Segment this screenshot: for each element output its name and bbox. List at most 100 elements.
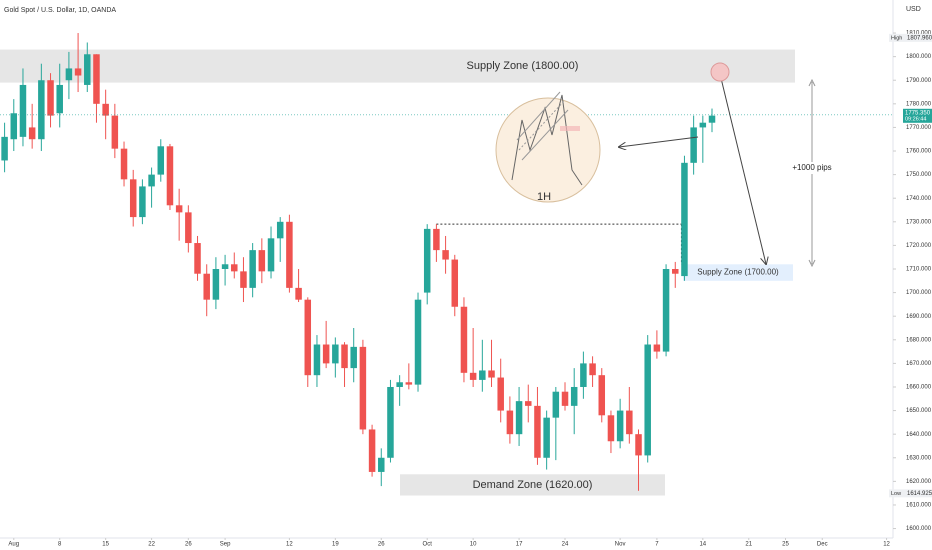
candle-body	[653, 344, 661, 352]
x-tick-label: 12	[286, 542, 293, 548]
inset-channel	[516, 91, 561, 141]
x-tick-label: Dec	[817, 542, 828, 548]
candle-body	[561, 391, 569, 406]
zone	[683, 264, 793, 281]
y-tick-label: 1790.000	[906, 78, 932, 84]
candle-body	[607, 415, 615, 442]
candle-body	[414, 299, 422, 385]
candle-body	[1, 136, 8, 161]
inset-path	[511, 94, 583, 186]
candle-body	[423, 228, 431, 293]
candle-body	[84, 54, 91, 85]
candle-body	[350, 346, 357, 369]
x-tick-label: 8	[58, 542, 62, 548]
last-price-tag	[903, 108, 932, 123]
x-tick-label: 25	[782, 542, 789, 548]
candle-body	[543, 417, 550, 458]
x-tick-label: 7	[655, 542, 659, 548]
y-tick-label: 1760.000	[906, 149, 932, 155]
y-tick-label: 1810.000	[906, 31, 932, 37]
inset-label: 1H	[537, 191, 551, 203]
candle-body	[56, 84, 63, 114]
x-tick-label: 26	[378, 542, 385, 548]
candle-body	[194, 243, 201, 274]
candle-body	[479, 370, 486, 380]
candle-body	[635, 434, 642, 456]
candle-body	[359, 346, 367, 430]
inset: 1H	[495, 91, 601, 203]
y-tick-label: 1670.000	[906, 361, 932, 367]
candle-body	[580, 363, 587, 387]
candle-body	[175, 205, 183, 213]
y-tick-label: 1780.000	[906, 101, 932, 107]
candle-body	[589, 363, 596, 376]
y-tick-label: 1600.000	[906, 526, 932, 532]
candle-body	[708, 115, 716, 123]
candle-body	[322, 344, 330, 364]
candle-body	[139, 186, 146, 218]
inset-channel	[518, 99, 566, 151]
x-tick-label: 22	[148, 542, 155, 548]
candle-body	[286, 221, 293, 288]
candle-body	[203, 273, 210, 300]
zone	[400, 474, 665, 496]
price-tag	[889, 33, 905, 42]
y-tick-label: 1610.000	[906, 503, 932, 509]
y-tick-label: 1720.000	[906, 243, 932, 249]
pips-arrow-heads	[808, 78, 816, 268]
candle-body	[240, 271, 247, 288]
candle-body	[28, 127, 36, 140]
candle-body	[672, 269, 679, 274]
candle-body	[185, 212, 192, 244]
candle-body	[304, 299, 312, 376]
y-tick-label: 1650.000	[906, 408, 932, 414]
target-circle	[710, 62, 730, 82]
pips-label-bg	[793, 162, 831, 174]
candle-body	[38, 80, 45, 140]
candle-body	[616, 410, 624, 442]
x-tick-label: 10	[470, 542, 477, 548]
countdown: 09:26:44	[905, 116, 926, 122]
candle-body	[19, 84, 27, 137]
plot: Supply Zone (1800.00) Demand Zone (1620.0…	[0, 33, 893, 496]
candle-body	[341, 344, 348, 369]
candle-body	[276, 221, 284, 239]
price-tag-value: 1614.925	[907, 491, 932, 497]
candle-body	[442, 250, 449, 260]
y-tick-label: 1680.000	[906, 337, 932, 343]
candle-body	[598, 375, 606, 416]
y-tick-label: 1770.000	[906, 125, 932, 131]
candle-body	[681, 162, 688, 277]
last-price-value: 1775.350	[905, 110, 931, 116]
candle-body	[690, 127, 697, 163]
y-tick-label: 1700.000	[906, 290, 932, 296]
x-tick-label: 14	[699, 542, 706, 548]
y-tick-label: 1690.000	[906, 314, 932, 320]
candle-body	[65, 68, 73, 81]
candle-body	[451, 259, 459, 307]
x-tick-label: Oct	[423, 542, 433, 548]
y-tick-label: 1750.000	[906, 172, 932, 178]
candle-body	[488, 370, 495, 378]
price-tag-value: 1807.960	[907, 35, 932, 41]
candle-body	[626, 410, 633, 435]
candle-body	[267, 238, 275, 272]
inset-channel	[521, 109, 569, 161]
x-tick-label: 15	[102, 542, 109, 548]
y-tick-label: 1640.000	[906, 432, 932, 438]
candle-body	[534, 405, 541, 458]
price-tag	[905, 489, 932, 498]
candle-body	[460, 306, 468, 373]
x-tick-label: 21	[745, 542, 752, 548]
candle-body	[212, 269, 220, 300]
zone	[0, 49, 795, 83]
candle-body	[221, 264, 229, 269]
candle-body	[515, 401, 523, 435]
candle-body	[111, 115, 119, 149]
x-tick-label: Sep	[220, 542, 231, 548]
x-tick-label: 19	[332, 542, 339, 548]
x-tick-label: 12	[883, 542, 890, 548]
candle-body	[378, 457, 385, 472]
candle-body	[93, 54, 100, 104]
